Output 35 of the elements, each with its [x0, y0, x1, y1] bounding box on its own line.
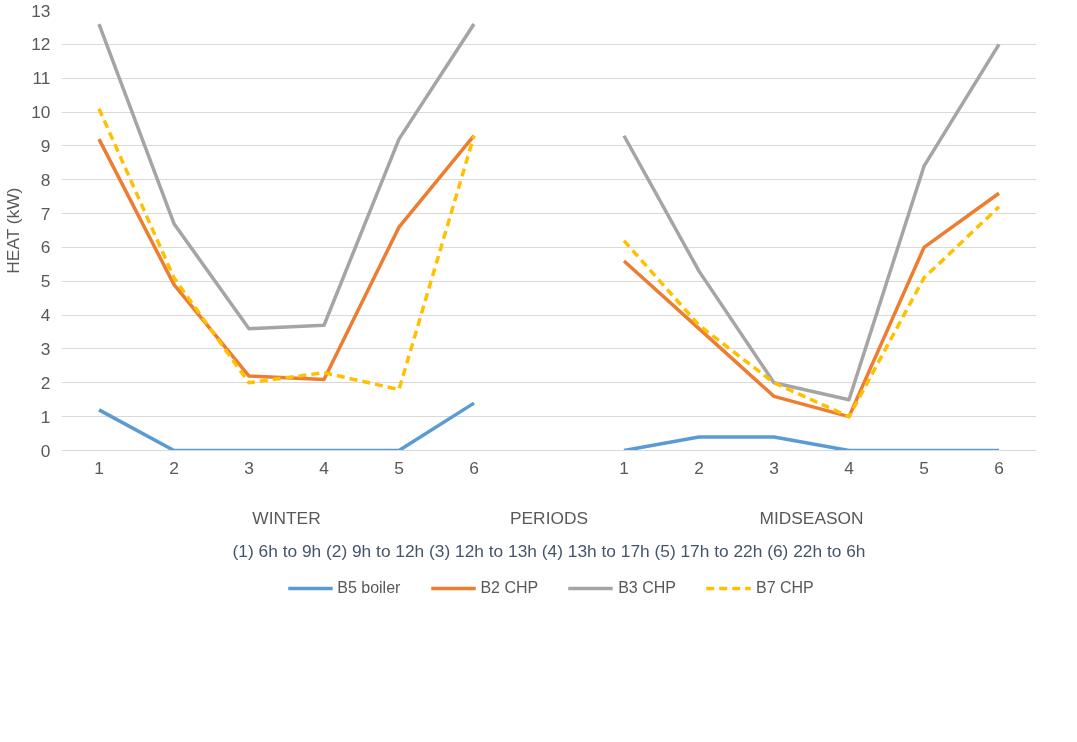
x-tick-label: 3 [244, 457, 254, 478]
y-tick-label: 8 [40, 169, 51, 190]
legend-label: B7 CHP [755, 579, 814, 597]
y-tick-label: 1 [40, 406, 51, 427]
x-tick-label: 5 [919, 457, 929, 478]
y-tick-label: 2 [40, 372, 51, 393]
legend-label: B5 boiler [337, 579, 401, 597]
x-tick-label: 6 [469, 457, 479, 478]
x-tick-label: 3 [769, 457, 779, 478]
y-tick-label: 7 [40, 203, 51, 224]
text: (1) 6h to 9h (2) 9h to 12h (3) 12h to 13h (4) 13h to 17h (5) 17h to 22h (6) 22h to 6h [232, 540, 866, 561]
text: WINTER [252, 507, 321, 528]
y-tick-label: 9 [40, 135, 51, 156]
legend-label: B3 CHP [618, 579, 676, 597]
x-tick-label: 2 [694, 457, 704, 478]
y-tick-label: 5 [40, 271, 51, 292]
y-tick-label: 0 [40, 440, 51, 461]
x-axis-title: PERIODS [510, 507, 588, 528]
x-tick-label: 2 [169, 457, 179, 478]
y-tick-label: 4 [40, 305, 51, 326]
x-tick-label: 5 [394, 457, 404, 478]
y-tick-label: 11 [32, 68, 51, 89]
y-tick-label: 10 [31, 102, 51, 123]
x-tick-label: 1 [619, 457, 629, 478]
y-tick-label: 12 [31, 34, 51, 55]
y-tick-label: 13 [31, 0, 51, 21]
y-axis-title: HEAT (kW) [3, 187, 24, 274]
x-tick-label: 1 [94, 457, 104, 478]
y-tick-label: 3 [40, 338, 51, 359]
legend-label: B2 CHP [480, 579, 539, 597]
x-tick-label: 6 [994, 457, 1004, 478]
y-tick-label: 6 [40, 237, 51, 258]
x-tick-label: 4 [319, 457, 330, 478]
text: MIDSEASON [759, 507, 864, 528]
x-tick-label: 4 [844, 457, 855, 478]
